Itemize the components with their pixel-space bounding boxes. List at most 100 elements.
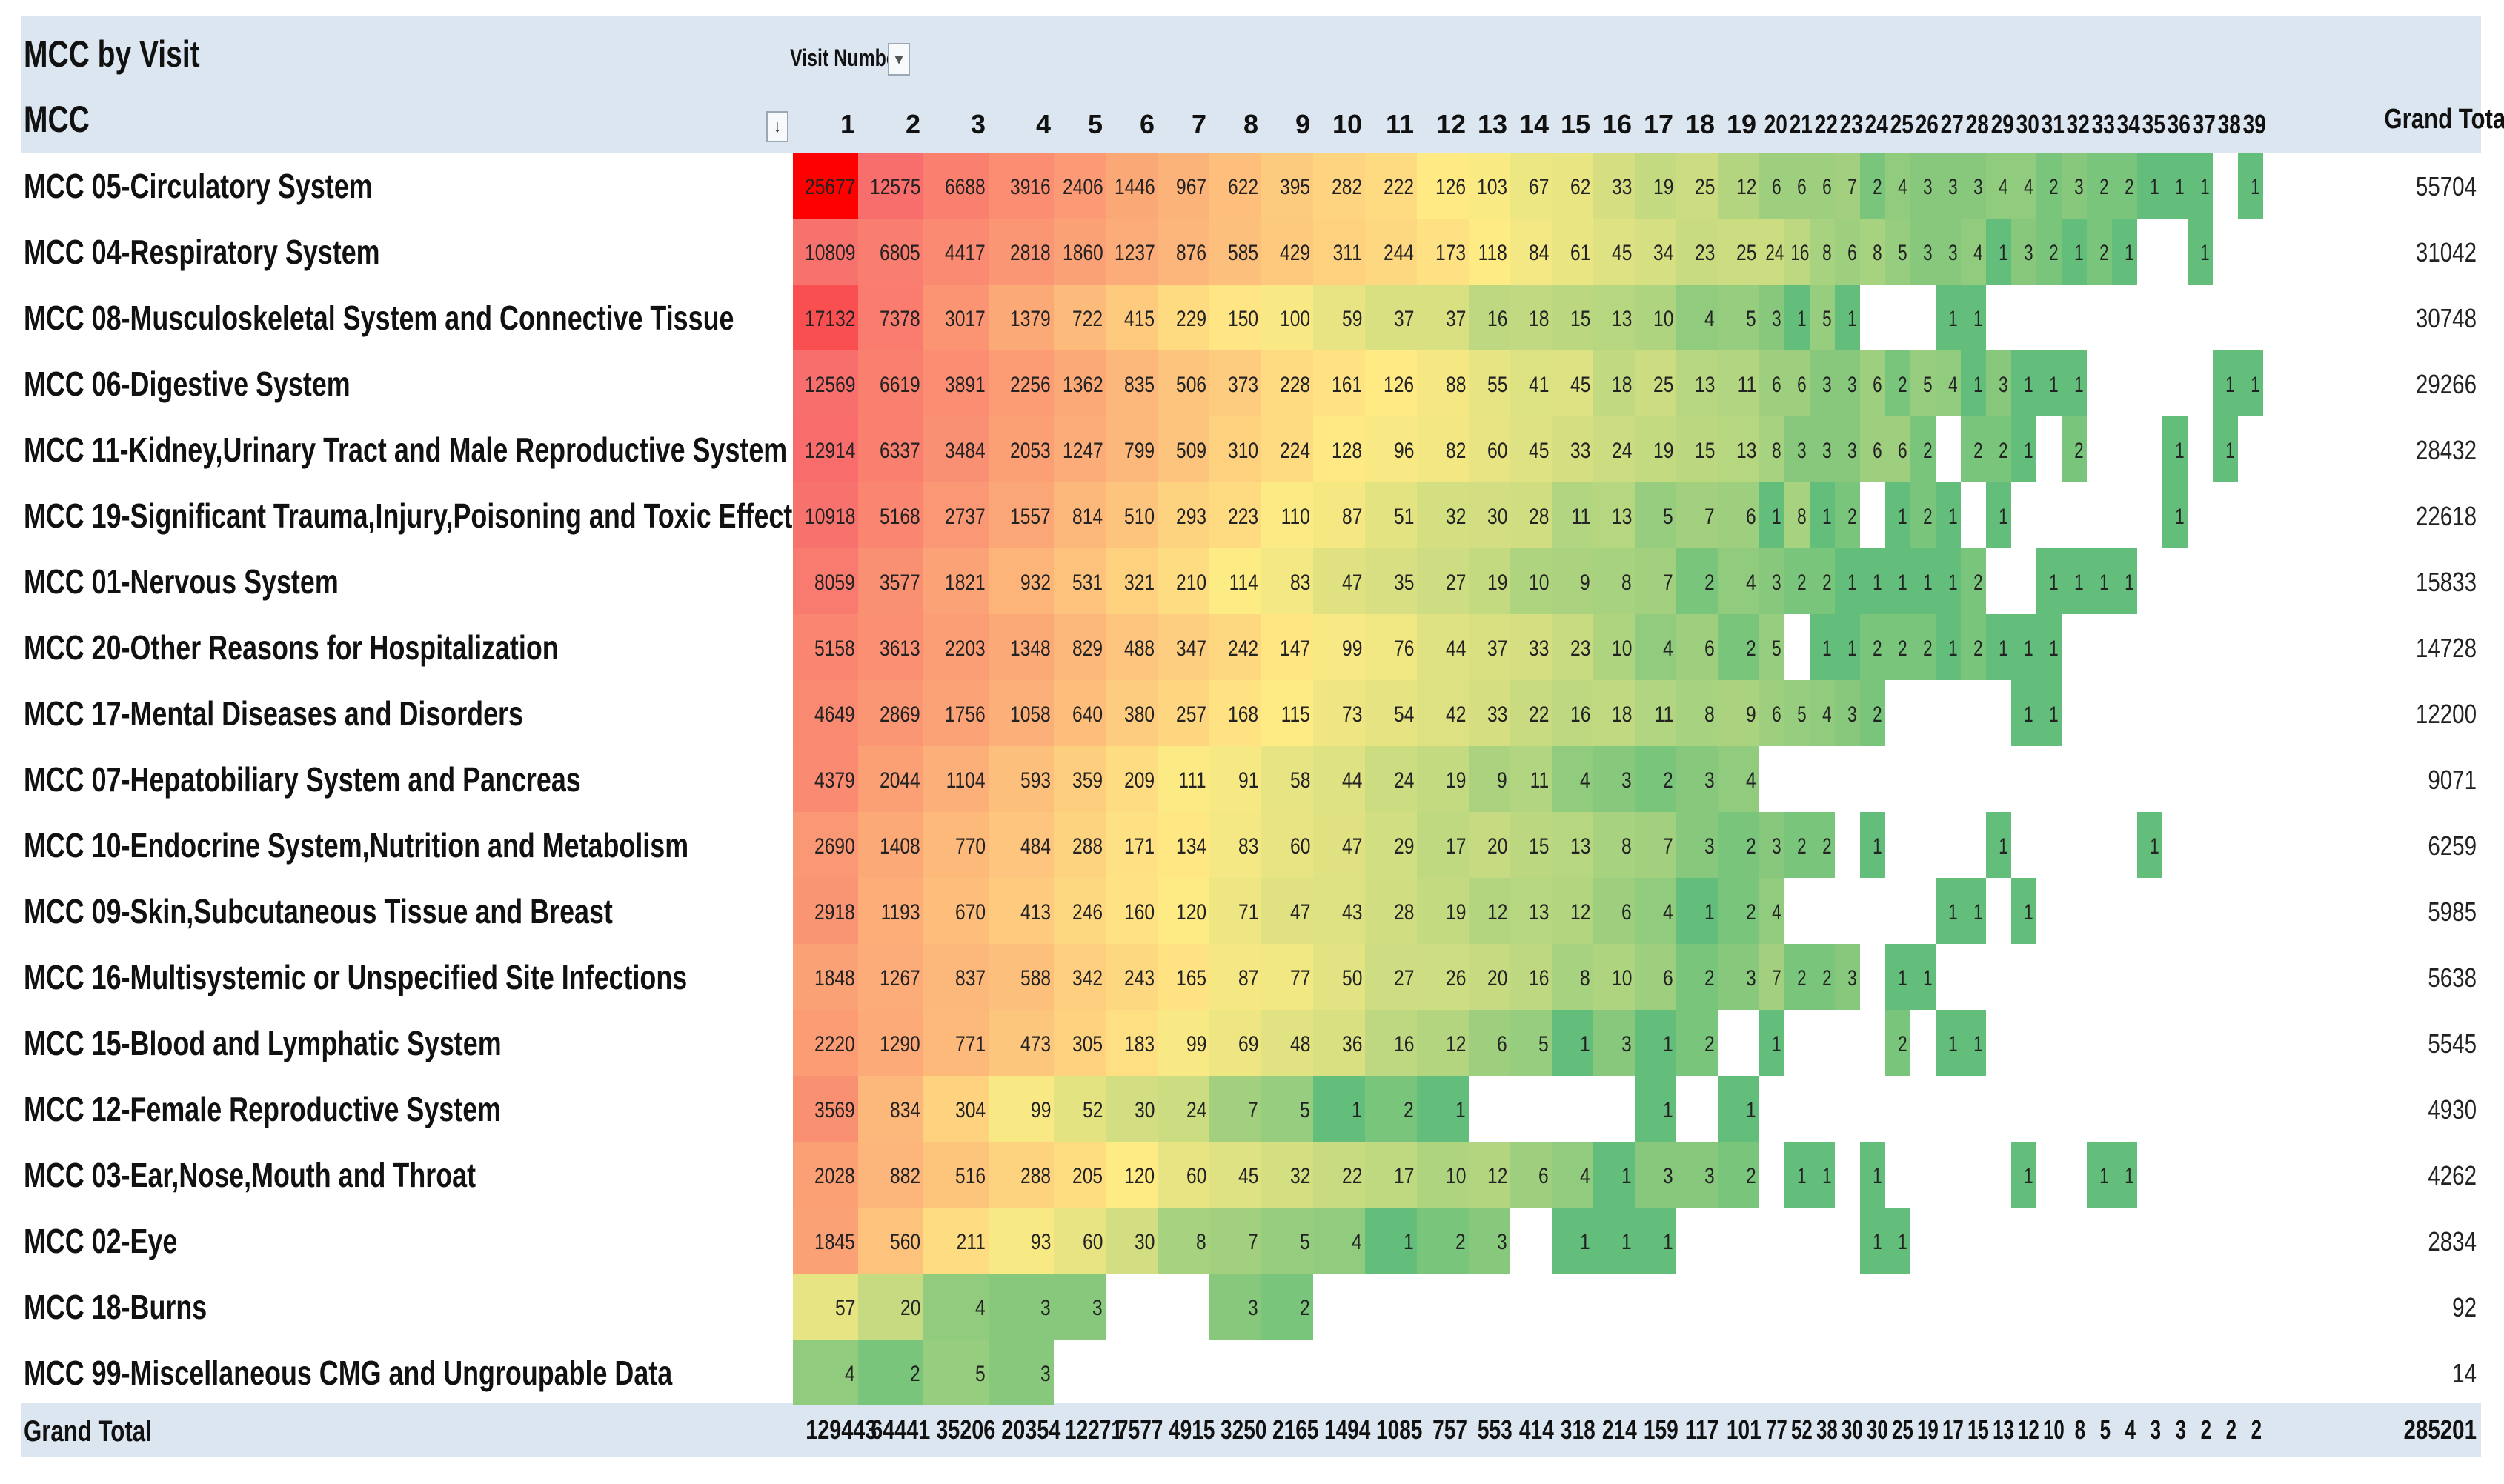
heatmap-cell: 35: [1365, 548, 1417, 614]
cell-value: 1: [2049, 373, 2059, 397]
heatmap-cell: 257: [1158, 680, 1209, 746]
cell-value: 47: [1341, 834, 1362, 859]
heatmap-cell: 3569: [793, 1076, 858, 1142]
heatmap-cell: 45: [1510, 416, 1552, 482]
row-grand-total: 14728: [2415, 633, 2477, 663]
cell-value: 12: [1445, 1032, 1466, 1057]
heatmap-cell: 1: [2087, 1142, 2112, 1208]
heatmap-cell: 2: [2087, 219, 2112, 285]
heatmap-cell: 12: [1552, 878, 1593, 944]
heatmap-cell: 17: [1365, 1142, 1417, 1208]
heatmap-cell: 6: [1759, 153, 1784, 219]
visit-column-header: 18: [1684, 109, 1715, 139]
heatmap-cell: 531: [1054, 548, 1106, 614]
cell-value: 395: [1279, 175, 1310, 199]
heatmap-cell: 23: [1676, 219, 1718, 285]
visit-column-header: 36: [2167, 109, 2191, 139]
cell-value: 1: [1704, 900, 1715, 925]
cell-value: 2869: [880, 702, 920, 727]
heatmap-cell: 1557: [989, 482, 1054, 548]
cell-value: 1: [2024, 439, 2033, 463]
heatmap-cell: 27: [1365, 944, 1417, 1010]
cell-value: 4: [1352, 1230, 1362, 1254]
heatmap-cell: 60: [1469, 416, 1510, 482]
heatmap-cell: 8: [1810, 219, 1835, 285]
visit-column-header: 32: [2066, 109, 2090, 139]
cell-value: 1: [1663, 1098, 1673, 1122]
cell-value: 34: [1653, 241, 1673, 265]
column-grand-total: 20354: [1001, 1414, 1061, 1445]
heatmap-cell: 33: [1552, 416, 1593, 482]
cell-value: 1348: [1010, 636, 1051, 661]
heatmap-cell: 50: [1313, 944, 1365, 1010]
cell-value: 2: [1797, 834, 1807, 859]
heatmap-cell: 18: [1510, 285, 1552, 350]
heatmap-cell: 395: [1261, 153, 1313, 219]
heatmap-cell: 211: [923, 1208, 989, 1274]
visit-number-filter-button[interactable]: ▾: [888, 43, 910, 76]
column-grand-total: 52: [1790, 1414, 1813, 1445]
row-grand-total: 5985: [2428, 896, 2477, 927]
heatmap-cell: 37: [1417, 285, 1469, 350]
heatmap-cell: 5: [1810, 285, 1835, 350]
cell-value: 882: [889, 1164, 920, 1188]
heatmap-cell: 36: [1313, 1010, 1365, 1076]
cell-value: 1: [2150, 834, 2159, 859]
heatmap-cell: 243: [1106, 944, 1158, 1010]
cell-value: 3: [1663, 1164, 1673, 1188]
cell-value: 3: [1704, 768, 1715, 793]
cell-value: 32: [1445, 505, 1466, 529]
heatmap-cell: 91: [1209, 746, 1261, 812]
cell-value: 1247: [1063, 439, 1103, 463]
cell-value: 3: [1923, 241, 1933, 265]
cell-value: 1379: [1010, 307, 1051, 331]
cell-value: 69: [1238, 1032, 1258, 1057]
cell-value: 30: [1134, 1230, 1155, 1254]
cell-value: 13: [1694, 373, 1715, 397]
cell-value: 45: [1238, 1164, 1258, 1188]
cell-value: 18: [1611, 702, 1632, 727]
cell-value: 12: [1736, 175, 1756, 199]
heatmap-cell: 3: [1054, 1274, 1106, 1340]
visit-column-header: 8: [1243, 109, 1258, 139]
cell-value: 1: [1948, 1032, 1958, 1057]
cell-value: 19: [1653, 439, 1673, 463]
cell-value: 13: [1736, 439, 1756, 463]
cell-value: 6: [1772, 702, 1781, 727]
cell-value: 5: [1923, 373, 1933, 397]
cell-value: 593: [1020, 768, 1051, 793]
cell-value: 243: [1123, 966, 1155, 991]
cell-value: 17: [1393, 1164, 1414, 1188]
column-grand-total: 3250: [1220, 1414, 1267, 1445]
heatmap-cell: 37: [1469, 614, 1510, 680]
cell-value: 33: [1570, 439, 1590, 463]
heatmap-cell: 160: [1106, 878, 1158, 944]
cell-value: 13: [1611, 505, 1632, 529]
cell-value: 560: [889, 1230, 920, 1254]
heatmap-cell: 2: [1718, 614, 1759, 680]
heatmap-cell: 16: [1784, 219, 1810, 285]
heatmap-cell: 2: [1365, 1076, 1417, 1142]
heatmap-cell: 242: [1209, 614, 1261, 680]
visit-column-header: 7: [1191, 109, 1206, 139]
cell-value: 1: [1873, 1164, 1882, 1188]
cell-value: 17: [1445, 834, 1466, 859]
heatmap-cell: 7: [1209, 1208, 1261, 1274]
cell-value: 103: [1476, 175, 1507, 199]
heatmap-cell: 4: [1313, 1208, 1365, 1274]
cell-value: 2: [1663, 768, 1673, 793]
cell-value: 48: [1289, 1032, 1310, 1057]
heatmap-cell: 1290: [858, 1010, 923, 1076]
heatmap-cell: 11: [1718, 350, 1759, 416]
cell-value: 1: [1822, 505, 1832, 529]
sort-descending-icon: ↓: [773, 116, 782, 136]
heatmap-cell: 5: [1910, 350, 1936, 416]
heatmap-cell: 83: [1209, 812, 1261, 878]
cell-value: 1: [2024, 1164, 2033, 1188]
heatmap-cell: 205: [1054, 1142, 1106, 1208]
mcc-sort-filter-button[interactable]: ↓: [766, 111, 788, 142]
cell-value: 13: [1611, 307, 1632, 331]
column-grand-total: 30: [1866, 1414, 1888, 1445]
cell-value: 5: [1663, 505, 1673, 529]
cell-value: 99: [1341, 636, 1362, 661]
